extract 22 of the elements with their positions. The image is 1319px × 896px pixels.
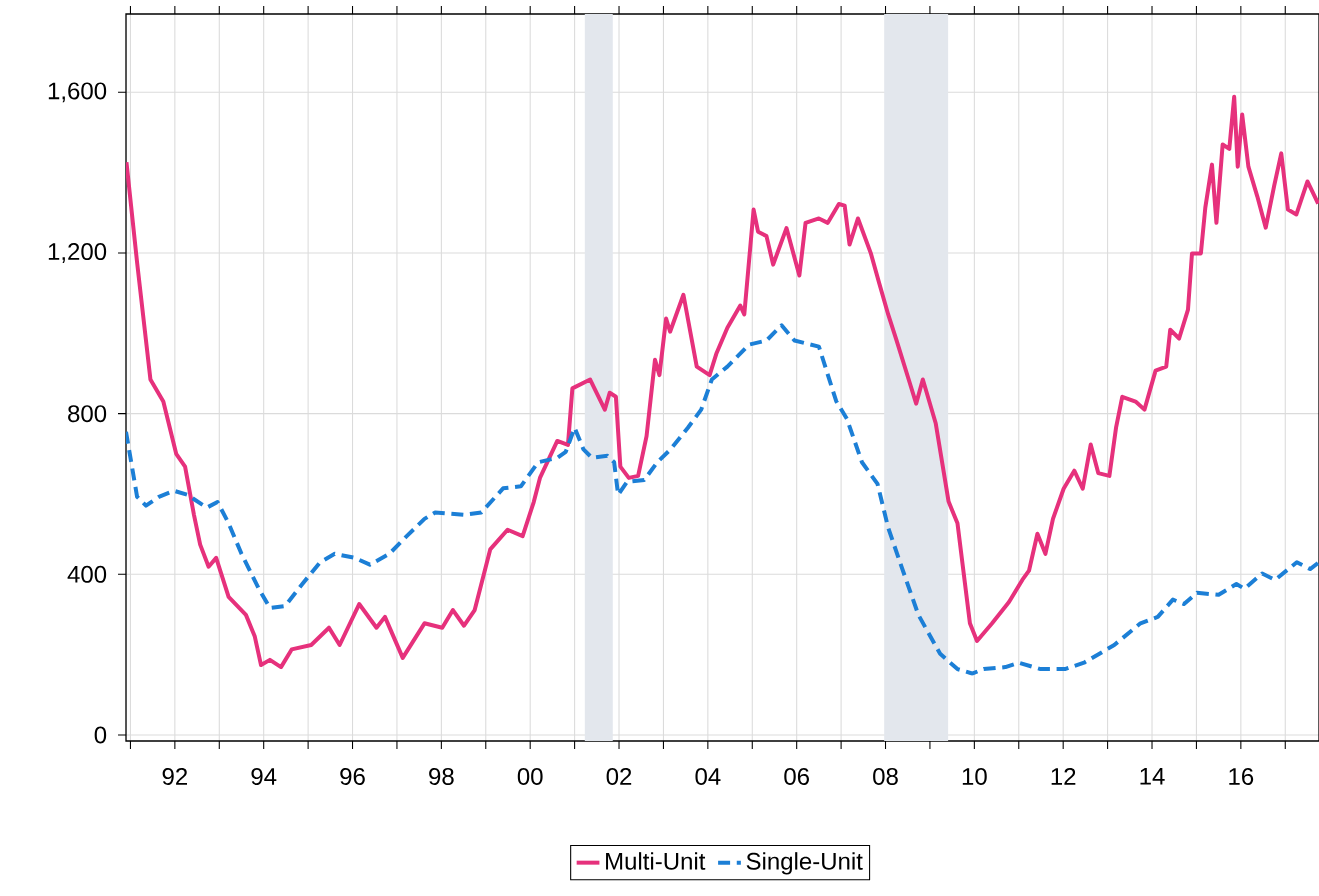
x-tick-label: 00 [517,767,543,785]
x-tick-label: 10 [962,767,987,785]
line-series [126,323,1319,676]
y-tick-label: 0 [94,726,107,744]
x-tick-label: 94 [251,767,277,785]
x-tick-label: 98 [429,767,454,785]
legend-label: Multi-Unit [606,852,706,870]
y-tick-label: 400 [67,565,107,583]
x-tick-label: 14 [1140,767,1165,785]
x-tick-label: 06 [784,767,809,785]
y-tick-label: 1,600 [48,82,107,103]
x-tick-label: 96 [340,767,365,785]
x-tick-label: 02 [606,767,632,785]
x-tick-label: 12 [1051,767,1076,785]
x-tick-label: 16 [1229,767,1254,785]
x-tick-label: 92 [162,767,188,785]
line-series [126,94,1319,670]
x-tick-label: 08 [873,767,898,785]
y-tick-label: 800 [68,405,107,423]
x-tick-label: 04 [695,767,721,785]
legend-label: Single-Unit [746,852,863,875]
y-tick-label: 1,200 [48,243,107,263]
